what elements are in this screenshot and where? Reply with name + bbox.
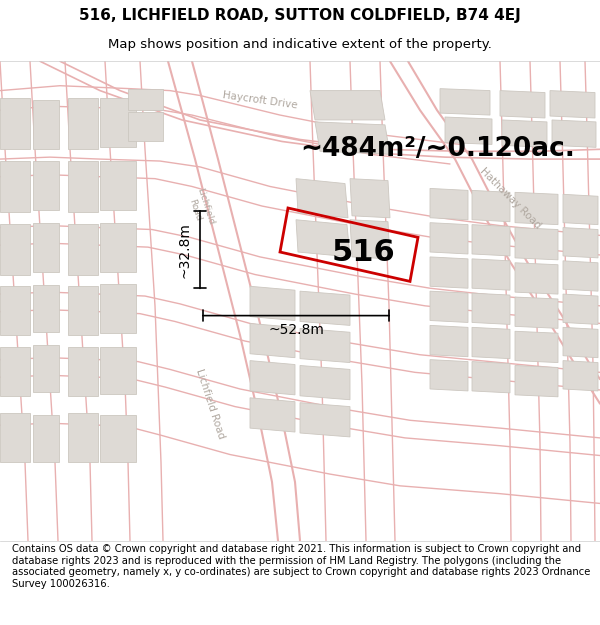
Text: Map shows position and indicative extent of the property.: Map shows position and indicative extent… [108, 38, 492, 51]
Polygon shape [68, 98, 98, 149]
Polygon shape [296, 179, 348, 217]
Polygon shape [472, 328, 510, 359]
Text: 516: 516 [332, 238, 396, 267]
Polygon shape [550, 91, 595, 118]
Polygon shape [33, 416, 59, 462]
Polygon shape [430, 222, 468, 254]
Polygon shape [472, 191, 510, 222]
Polygon shape [250, 324, 295, 357]
Polygon shape [250, 286, 295, 321]
Polygon shape [300, 291, 350, 326]
Polygon shape [68, 286, 98, 335]
Polygon shape [296, 220, 350, 257]
Text: Lichfield Road: Lichfield Road [194, 368, 226, 440]
Polygon shape [500, 91, 545, 118]
Text: Hathaway Road: Hathaway Road [478, 166, 542, 231]
Polygon shape [563, 361, 598, 391]
Polygon shape [430, 359, 468, 391]
Text: ~484m²/~0.120ac.: ~484m²/~0.120ac. [300, 136, 575, 162]
Polygon shape [100, 161, 136, 210]
Polygon shape [445, 117, 492, 144]
Polygon shape [68, 414, 98, 462]
Polygon shape [100, 347, 136, 394]
Polygon shape [515, 331, 558, 362]
Text: Haycroft Drive: Haycroft Drive [222, 90, 298, 111]
Polygon shape [472, 362, 510, 393]
Polygon shape [128, 89, 163, 110]
Polygon shape [563, 194, 598, 224]
Polygon shape [430, 257, 468, 288]
Polygon shape [33, 345, 59, 392]
Polygon shape [515, 192, 558, 224]
Polygon shape [563, 261, 598, 291]
Polygon shape [0, 347, 30, 396]
Polygon shape [472, 224, 510, 256]
Polygon shape [300, 402, 350, 437]
Polygon shape [430, 326, 468, 357]
Polygon shape [440, 89, 490, 115]
Polygon shape [100, 98, 136, 148]
Polygon shape [563, 328, 598, 357]
Polygon shape [68, 347, 98, 396]
Polygon shape [0, 286, 30, 335]
Text: Contains OS data © Crown copyright and database right 2021. This information is : Contains OS data © Crown copyright and d… [12, 544, 590, 589]
Polygon shape [250, 398, 295, 432]
Polygon shape [68, 161, 98, 212]
Polygon shape [515, 297, 558, 328]
Polygon shape [430, 291, 468, 322]
Text: ~32.8m: ~32.8m [177, 222, 191, 278]
Polygon shape [300, 328, 350, 362]
Text: Lichfield
Road: Lichfield Road [185, 187, 215, 229]
Polygon shape [563, 228, 598, 258]
Polygon shape [350, 179, 390, 217]
Polygon shape [33, 285, 59, 332]
Polygon shape [0, 224, 30, 274]
Polygon shape [33, 222, 59, 272]
Polygon shape [33, 161, 59, 210]
Polygon shape [33, 101, 59, 149]
Text: ~52.8m: ~52.8m [268, 323, 324, 338]
Polygon shape [552, 120, 596, 148]
Polygon shape [0, 414, 30, 462]
Polygon shape [350, 220, 390, 259]
Polygon shape [310, 91, 385, 120]
Polygon shape [0, 161, 30, 212]
Polygon shape [68, 224, 98, 274]
Polygon shape [472, 259, 510, 290]
Polygon shape [515, 262, 558, 294]
Polygon shape [100, 416, 136, 462]
Polygon shape [100, 222, 136, 272]
Polygon shape [472, 293, 510, 324]
Polygon shape [563, 294, 598, 324]
Polygon shape [100, 284, 136, 333]
Polygon shape [0, 98, 30, 149]
Polygon shape [250, 361, 295, 395]
Polygon shape [430, 188, 468, 220]
Text: 516, LICHFIELD ROAD, SUTTON COLDFIELD, B74 4EJ: 516, LICHFIELD ROAD, SUTTON COLDFIELD, B… [79, 8, 521, 22]
Polygon shape [502, 120, 547, 148]
Polygon shape [128, 112, 163, 141]
Polygon shape [515, 366, 558, 397]
Polygon shape [515, 228, 558, 260]
Polygon shape [300, 366, 350, 400]
Polygon shape [315, 122, 390, 154]
